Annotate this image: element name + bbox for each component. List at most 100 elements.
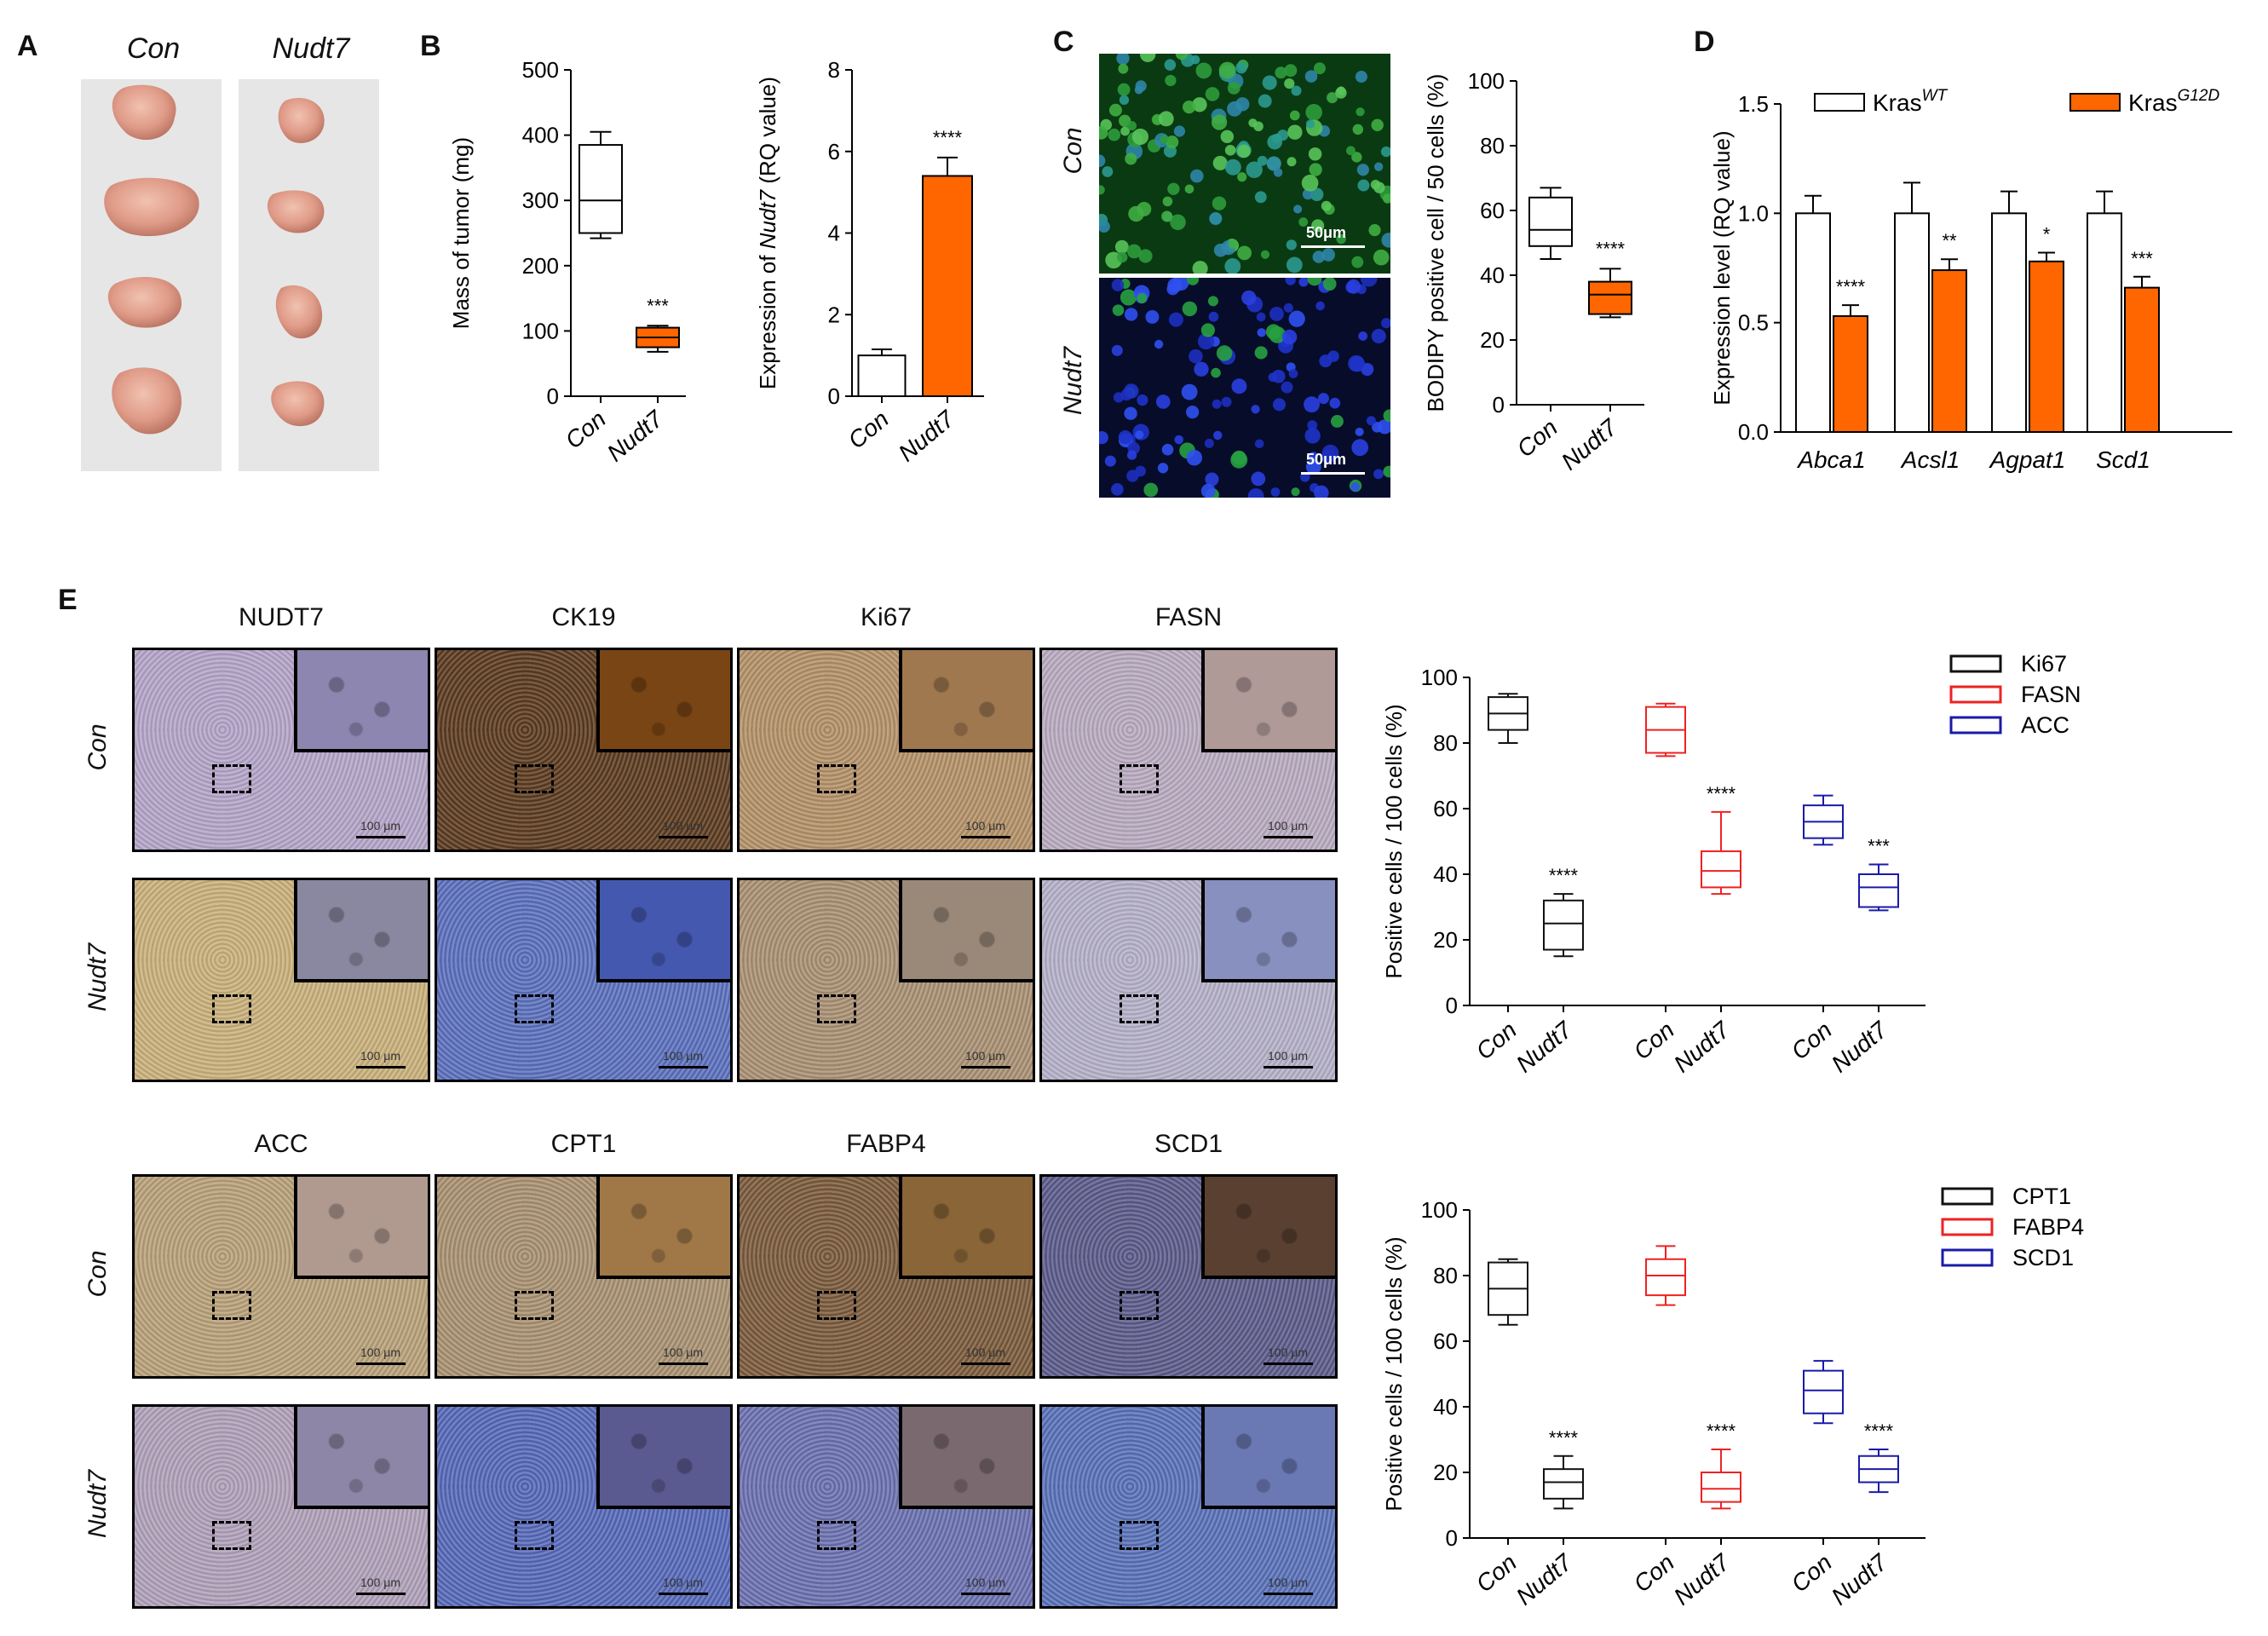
con-cell-133	[1304, 70, 1318, 83]
ihc-scale-label: 100 μm	[360, 1049, 400, 1063]
d-legend-label-1: KrasG12D	[2128, 87, 2219, 116]
nudt7-cell-16	[1285, 278, 1296, 285]
nudt7-cell-108	[1307, 278, 1322, 286]
tumor-photo-con-graphic	[104, 84, 199, 435]
con-cell-2	[1114, 239, 1129, 254]
ihc-image-top-con-3: 100 μm	[1039, 648, 1338, 852]
d-legend-swatch-1	[2069, 93, 2121, 112]
ihc-roi-box-bot-con-3	[1120, 1291, 1159, 1321]
b1-y-tick-label-3: 300	[522, 187, 559, 213]
nudt7-cell-55	[1104, 455, 1116, 467]
nudt7-cell-115	[1358, 331, 1368, 341]
b2-y-label: Expression of Nudt7 (RQ value)	[755, 77, 780, 389]
d-annotation-1: **	[1942, 230, 1957, 251]
nudt7-cell-57	[1257, 328, 1266, 337]
nudt7-cell-65	[1346, 279, 1361, 294]
b1-x-label-1: Nudt7	[602, 405, 669, 467]
scale-label-c1: 50μm	[1306, 224, 1347, 241]
c-y-label: BODIPY positive cell / 50 cells (%)	[1423, 74, 1448, 412]
con-cell-67	[1248, 118, 1258, 128]
nudt7-cell-74	[1360, 278, 1378, 287]
ihc-scale-bar	[356, 1362, 406, 1365]
c-y-tick-label-5: 100	[1468, 68, 1505, 94]
e2-box-1-1-box	[1701, 1472, 1741, 1503]
nudt7-cell-41	[1137, 394, 1148, 406]
ihc-inset-bot-nudt7-3	[1200, 1407, 1335, 1509]
nudt7-cell-128	[1254, 346, 1268, 360]
c-x-label-1: Nudt7	[1557, 413, 1623, 475]
con-cell-136	[1305, 119, 1315, 129]
e2-y-label: Positive cells / 100 cells (%)	[1381, 1236, 1407, 1511]
chart-c-bodipy: 0 20 40 60 80 100 BODIPY positive cell / 50 ce…	[1423, 68, 1644, 475]
nudt7-cell-116	[1123, 383, 1139, 399]
ihc-image-top-nudt7-2: 100 μm	[737, 878, 1035, 1082]
e1-legend-swatch-2	[1949, 716, 2002, 734]
d-legend-sup-0: WT	[1922, 87, 1949, 105]
chart-e1-positive-cells: 0 20 40 60 80 100 Positive cells / 100 cells (…	[1381, 651, 2081, 1078]
con-cell-124	[1127, 121, 1137, 131]
e1-y-label: Positive cells / 100 cells (%)	[1381, 704, 1407, 978]
con-cell-91	[1262, 75, 1277, 90]
con-cell-48	[1302, 188, 1314, 200]
e2-box-1-0-box	[1645, 1258, 1686, 1297]
ihc-scale-bar	[961, 1066, 1010, 1069]
ihc-scale-bar	[1264, 836, 1313, 838]
ihc-inset-bot-con-2	[898, 1177, 1033, 1279]
con-cell-113	[1381, 233, 1390, 248]
ihc-scale-label: 100 μm	[663, 1576, 703, 1589]
nudt7-cell-107	[1145, 309, 1160, 324]
nudt7-cell-6	[1270, 487, 1281, 497]
con-cell-44	[1275, 66, 1287, 79]
con-cell-130	[1228, 239, 1239, 249]
d-x-label-2: Agpat1	[1989, 446, 2066, 473]
ihc-scale-label: 100 μm	[1268, 819, 1308, 832]
c-x-label-0: Con	[1512, 414, 1563, 463]
nudt7-cell-129	[1111, 279, 1125, 291]
ihc-row-label-1: Nudt7	[83, 942, 112, 1012]
e1-y-tick-label-3: 60	[1433, 796, 1458, 821]
nudt7-cell-59	[1113, 392, 1125, 403]
b2-y-label-post: (RQ value)	[755, 77, 780, 190]
e2-y-tick-label-2: 40	[1433, 1394, 1458, 1420]
e1-box-0-1-box	[1543, 899, 1584, 951]
tumor-photo-con	[81, 79, 222, 471]
e2-box-0-1-box	[1543, 1468, 1584, 1500]
e2-annotation-1: ****	[1707, 1420, 1736, 1442]
con-cell-114	[1260, 250, 1270, 259]
e1-y-tick-label-4: 80	[1433, 730, 1458, 756]
ihc-scale-label: 100 μm	[965, 819, 1005, 832]
nudt7-cell-31	[1315, 301, 1325, 311]
con-cell-49	[1195, 62, 1212, 79]
con-cell-14	[1117, 251, 1128, 263]
nudt7-cell-103	[1265, 324, 1281, 340]
con-cell-117	[1370, 179, 1381, 190]
nudt7-cell-66	[1319, 354, 1333, 368]
d-annotation-2: *	[2043, 224, 2051, 245]
nudt7-cell-127	[1350, 482, 1360, 492]
b2-annotation-1: ****	[933, 127, 963, 148]
b1-box-0-box	[579, 144, 623, 234]
ihc-scale-bar	[961, 1593, 1010, 1595]
con-cell-68	[1373, 162, 1384, 171]
con-cell-135	[1175, 54, 1189, 60]
con-cell-70	[1161, 210, 1173, 222]
nudt7-cell-122	[1200, 483, 1216, 498]
ihc-scale-label: 100 μm	[360, 819, 400, 832]
e2-y-tick-label-5: 100	[1421, 1197, 1458, 1223]
e2-legend-swatch-2	[1941, 1248, 1994, 1267]
ihc-header-bot-3: SCD1	[1154, 1130, 1223, 1158]
ihc-inset-top-con-2	[898, 650, 1033, 752]
ihc-inset-bot-con-3	[1200, 1177, 1335, 1279]
b2-y-tick-label-0: 0	[828, 383, 840, 409]
ihc-roi-box-bot-con-1	[515, 1291, 554, 1321]
nudt7-cell-105	[1351, 439, 1369, 457]
nudt7-cell-94	[1283, 302, 1293, 313]
ihc-image-bot-nudt7-1: 100 μm	[435, 1404, 733, 1609]
nudt7-cell-88	[1383, 409, 1390, 423]
ihc-scale-label: 100 μm	[663, 1345, 703, 1359]
con-cell-45	[1125, 153, 1137, 165]
nudt7-cell-95	[1281, 329, 1298, 345]
con-cell-82	[1192, 97, 1207, 112]
b1-y-tick-label-2: 200	[522, 253, 559, 279]
nudt7-cell-100	[1155, 395, 1171, 409]
